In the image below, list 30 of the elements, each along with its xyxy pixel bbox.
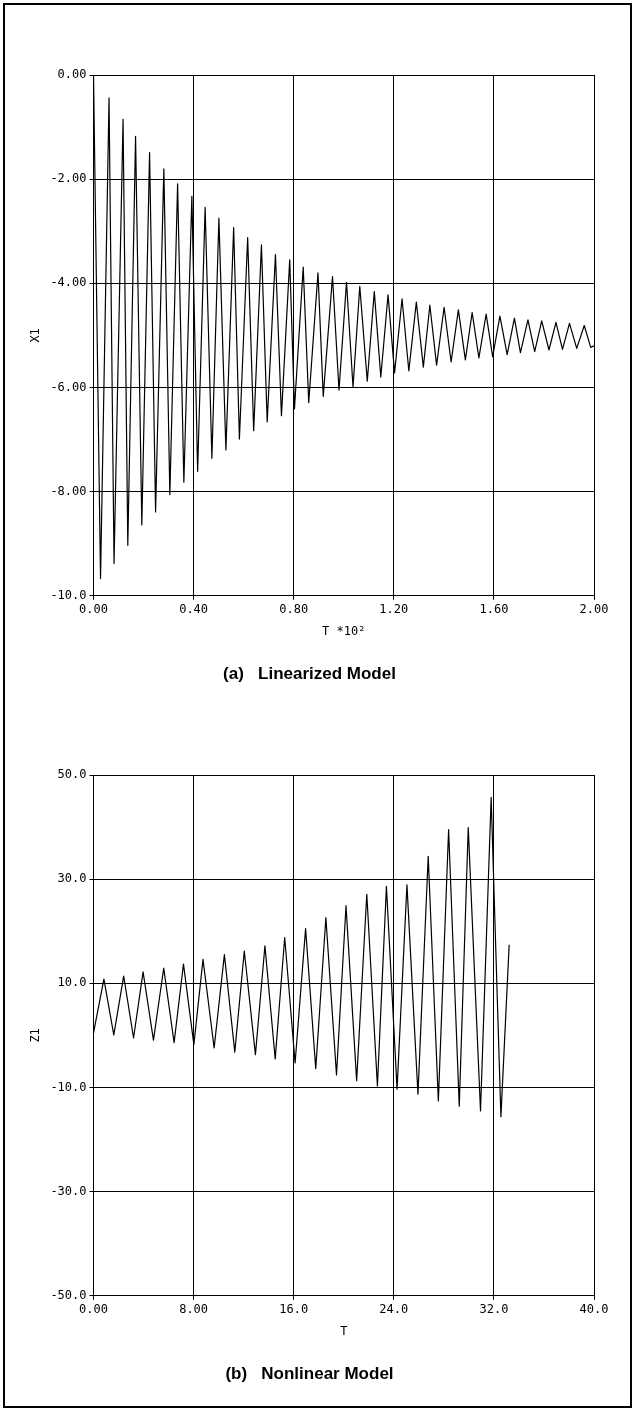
x-tick-label: 24.0 <box>379 1302 409 1317</box>
y-tick-label: -8.00 <box>50 483 87 498</box>
x-tick-label: 1.60 <box>479 602 509 617</box>
y-tick-label: -10.0 <box>50 1079 87 1094</box>
x-tick-label: 16.0 <box>279 1302 309 1317</box>
y-tick-label: -6.00 <box>50 379 87 394</box>
y-tick-label: -2.00 <box>50 171 87 186</box>
y-tick-label: 10.0 <box>57 975 87 990</box>
y-axis-title: Z1 <box>28 1028 43 1043</box>
x-tick-label: 40.0 <box>579 1302 609 1317</box>
x-axis-title: T <box>340 1323 348 1338</box>
text: (a) Linearized Model <box>223 664 396 684</box>
text: (b) Nonlinear Model <box>225 1364 394 1384</box>
y-tick-label: -30.0 <box>50 1183 87 1198</box>
x-tick-label: 8.00 <box>179 1302 209 1317</box>
y-tick-label: 50.0 <box>57 767 87 782</box>
y-tick-label: -10.0 <box>50 587 87 602</box>
x-axis-title: T *10² <box>322 623 366 638</box>
x-tick-label: 0.00 <box>79 602 108 617</box>
x-tick-label: 32.0 <box>479 1302 509 1317</box>
y-tick-label: 30.0 <box>57 871 87 886</box>
y-tick-label: -4.00 <box>50 275 87 290</box>
y-axis-title: X1 <box>28 328 43 343</box>
x-tick-label: 1.20 <box>379 602 409 617</box>
x-tick-label: 0.00 <box>79 1302 108 1317</box>
x-tick-label: 0.80 <box>279 602 309 617</box>
y-tick-label: 0.00 <box>57 67 87 82</box>
y-tick-label: -50.0 <box>50 1287 87 1302</box>
x-tick-label: 0.40 <box>179 602 209 617</box>
x-tick-label: 2.00 <box>579 602 609 617</box>
